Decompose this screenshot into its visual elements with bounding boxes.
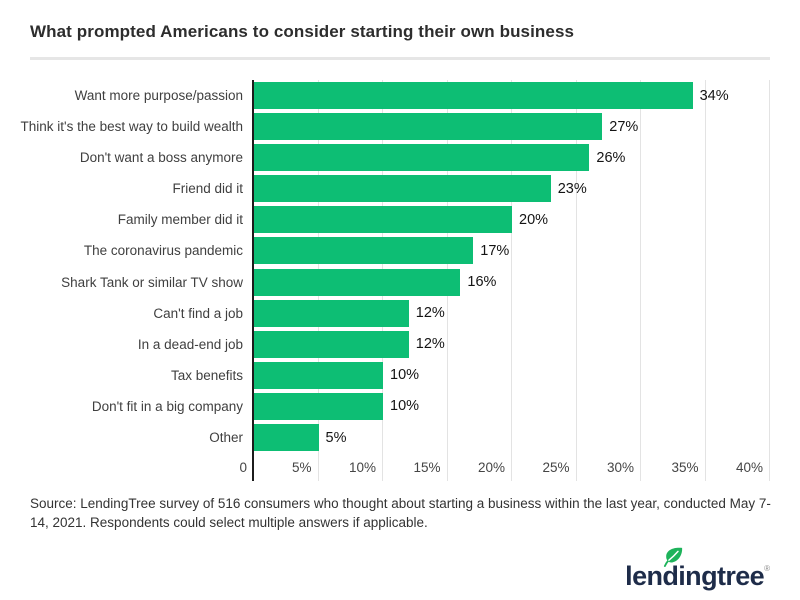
bar-row: Tax benefits 10%	[0, 361, 800, 389]
bar-row: Want more purpose/passion 34%	[0, 82, 800, 109]
lendingtree-logo: lendingtree®	[625, 547, 770, 595]
leaf-icon	[664, 547, 683, 567]
bar	[254, 82, 693, 109]
bar-row: Family member did it 20%	[0, 206, 800, 234]
category-label: Tax benefits	[170, 367, 243, 383]
bar-row: Shark Tank or similar TV show 16%	[0, 268, 800, 296]
x-axis-ticks: 0 5% 10% 15% 20% 25% 30% 35% 40%	[0, 460, 800, 480]
bar-row: Think it's the best way to build wealth 2…	[0, 113, 800, 141]
x-tick-label: 25%	[542, 460, 570, 475]
category-label: Don't fit in a big company	[91, 398, 243, 414]
gridline	[511, 80, 512, 481]
x-tick-label: 15%	[413, 460, 441, 475]
category-label: Think it's the best way to build wealth	[20, 119, 243, 135]
value-label: 26%	[596, 149, 626, 166]
logo-wordmark: lendingtree	[625, 561, 765, 591]
bar	[254, 144, 590, 172]
value-label: 20%	[519, 211, 549, 228]
value-label: 17%	[480, 242, 510, 259]
category-label: Other	[209, 430, 243, 446]
source-note: Source: LendingTree survey of 516 consum…	[30, 496, 771, 530]
value-label: 5%	[325, 429, 347, 446]
y-axis-line	[252, 80, 254, 481]
bar	[254, 113, 603, 141]
bar	[254, 424, 319, 452]
category-label: Family member did it	[117, 212, 243, 228]
bar-row: The coronavirus pandemic 17%	[0, 237, 800, 265]
bar-row: In a dead-end job 12%	[0, 330, 800, 358]
bar-row: Don't want a boss anymore 26%	[0, 144, 800, 172]
category-label: Can't find a job	[153, 305, 243, 321]
gridline	[704, 80, 706, 481]
bar	[254, 175, 551, 203]
category-label: Don't want a boss anymore	[79, 150, 243, 166]
value-label: 34%	[699, 87, 729, 104]
value-label: 27%	[609, 118, 639, 135]
category-label: The coronavirus pandemic	[83, 243, 243, 259]
value-label: 10%	[390, 398, 420, 415]
value-label: 12%	[415, 336, 445, 353]
bar	[254, 206, 512, 234]
gridline	[575, 80, 577, 481]
x-tick-label: 30%	[606, 460, 634, 475]
bars-container: Want more purpose/passion 34% Think it's t…	[0, 82, 800, 452]
x-tick-label: 5%	[291, 460, 312, 475]
value-label: 10%	[390, 367, 420, 384]
category-label: In a dead-end job	[137, 336, 243, 352]
x-tick-label: 40%	[735, 460, 763, 475]
category-label: Friend did it	[172, 181, 243, 197]
bar	[254, 361, 383, 389]
bar-row: Other 5%	[0, 424, 800, 452]
logo-registered-mark: ®	[764, 564, 770, 573]
bar	[254, 237, 474, 265]
x-tick-label: 10%	[348, 460, 376, 475]
value-label: 16%	[467, 274, 497, 291]
x-tick-label: 35%	[671, 460, 699, 475]
chart-title: What prompted Americans to consider star…	[30, 22, 575, 41]
bar-row: Friend did it 23%	[0, 175, 800, 203]
bar-row: Don't fit in a big company 10%	[0, 392, 800, 420]
bar-row: Can't find a job 12%	[0, 299, 800, 327]
bar	[254, 392, 383, 420]
value-label: 12%	[415, 305, 445, 322]
bar	[254, 330, 409, 358]
title-divider	[30, 57, 770, 60]
bar	[254, 268, 461, 296]
x-tick-label: 20%	[477, 460, 505, 475]
gridline	[769, 80, 770, 481]
category-label: Want more purpose/passion	[74, 88, 243, 103]
x-tick-label: 0	[239, 460, 247, 475]
gridline	[640, 80, 641, 481]
category-label: Shark Tank or similar TV show	[61, 274, 243, 290]
bar	[254, 299, 409, 327]
value-label: 23%	[557, 180, 587, 197]
